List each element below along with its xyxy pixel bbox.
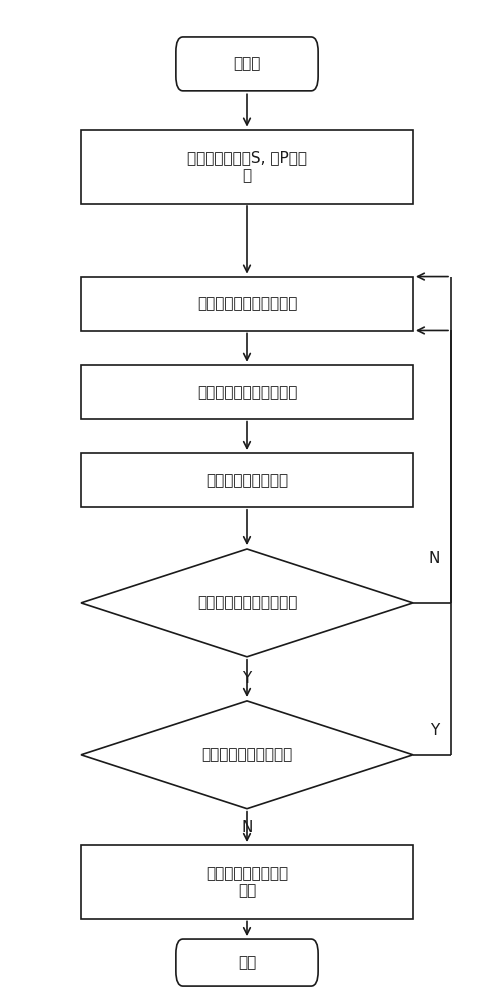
Text: Y: Y — [243, 671, 251, 686]
Text: N: N — [429, 551, 440, 566]
Bar — [81, 453, 413, 507]
Text: 是否超过设定的迭代次数: 是否超过设定的迭代次数 — [197, 595, 297, 610]
Text: 结束: 结束 — [238, 955, 256, 970]
Text: 聚类中心是否发生改变: 聚类中心是否发生改变 — [202, 747, 292, 762]
Bar — [81, 130, 413, 204]
Text: N: N — [241, 820, 253, 835]
Text: Y: Y — [430, 723, 439, 738]
Bar — [81, 365, 413, 419]
Text: 更新吸引度和归属度: 更新吸引度和归属度 — [206, 473, 288, 488]
Bar — [81, 845, 413, 919]
FancyBboxPatch shape — [176, 37, 318, 91]
Text: 计算相似度矩阵S, 对P赋初
值: 计算相似度矩阵S, 对P赋初 值 — [187, 151, 307, 183]
Polygon shape — [81, 701, 413, 809]
Polygon shape — [81, 549, 413, 657]
Text: 确定类中心及各个样
本点: 确定类中心及各个样 本点 — [206, 866, 288, 898]
Bar — [81, 277, 413, 331]
Text: 计算样本点间的归属度值: 计算样本点间的归属度值 — [197, 385, 297, 400]
Text: 计算样本点间的吸引度值: 计算样本点间的吸引度值 — [197, 296, 297, 312]
FancyBboxPatch shape — [176, 939, 318, 986]
Text: 初始化: 初始化 — [233, 56, 261, 71]
